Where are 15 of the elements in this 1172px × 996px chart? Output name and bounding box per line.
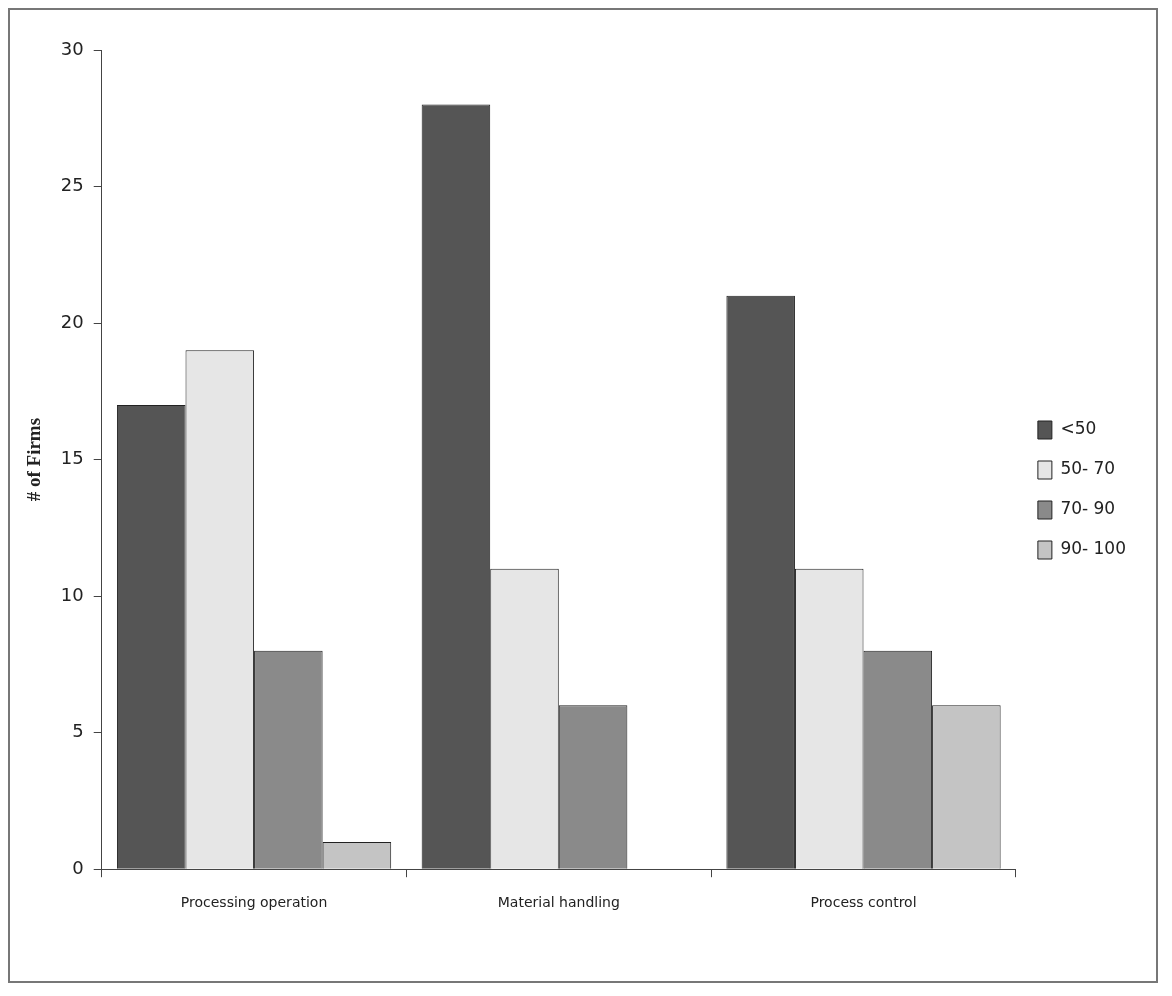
y-tick-label: 15	[60, 447, 84, 469]
x-tick-label: Material handling	[497, 894, 620, 911]
legend-label: 50- 70	[1060, 458, 1116, 479]
y-tick-label: 10	[60, 583, 84, 605]
legend-label: 90- 100	[1060, 538, 1127, 559]
y-tick-label: 0	[72, 856, 84, 878]
legend-label: 70- 90	[1060, 498, 1116, 519]
y-tick-label: 5	[72, 720, 84, 742]
y-tick-label: 25	[60, 174, 84, 196]
legend-label: <50	[1060, 418, 1097, 439]
y-axis-title: # of Firms	[23, 417, 45, 502]
y-tick-label: 20	[60, 310, 84, 332]
x-tick-label: Process control	[810, 894, 917, 911]
x-tick-label: Processing operation	[180, 894, 328, 911]
y-tick-label: 30	[60, 37, 84, 59]
